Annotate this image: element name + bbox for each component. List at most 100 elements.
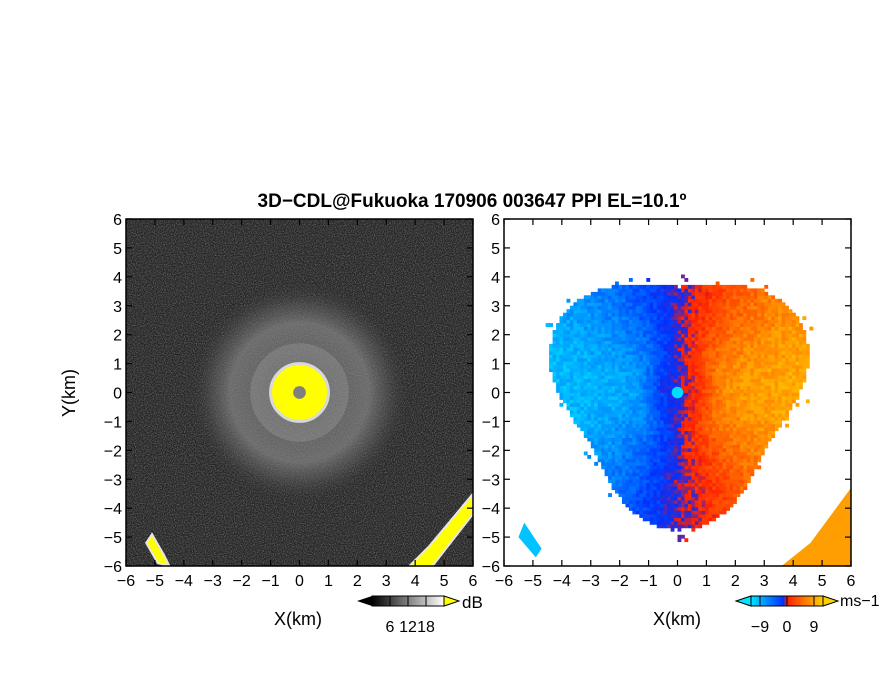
velocity-cell <box>712 482 717 487</box>
velocity-cell <box>622 382 626 386</box>
velocity-cell <box>639 444 644 449</box>
velocity-cell <box>667 319 671 324</box>
velocity-cell <box>622 309 626 314</box>
velocity-cell <box>653 479 658 484</box>
velocity-cell <box>615 319 619 324</box>
velocity-cell <box>708 291 713 296</box>
velocity-cell <box>663 309 668 314</box>
velocity-cell <box>642 330 647 334</box>
velocity-cell <box>740 486 744 491</box>
velocity-cell <box>660 444 665 449</box>
velocity-cell <box>597 458 602 463</box>
velocity-cell <box>601 389 606 393</box>
velocity-cell <box>750 278 755 282</box>
velocity-cell <box>573 316 578 321</box>
velocity-cell <box>590 343 595 348</box>
velocity-cell <box>733 465 737 470</box>
velocity-cell <box>639 288 644 293</box>
velocity-cell <box>705 496 710 501</box>
velocity-cell <box>674 441 678 445</box>
velocity-cell <box>788 368 793 373</box>
velocity-cell <box>726 361 730 366</box>
velocity-cell <box>726 434 730 438</box>
velocity-cell <box>552 378 557 383</box>
velocity-cell <box>549 357 553 362</box>
velocity-cell <box>746 326 751 331</box>
velocity-cell <box>736 475 741 480</box>
velocity-cell <box>587 437 592 442</box>
velocity-cell <box>628 465 633 470</box>
velocity-cell <box>594 375 599 379</box>
velocity-cell <box>753 375 758 379</box>
velocity-cell <box>601 350 606 355</box>
velocity-cell <box>694 423 699 428</box>
x-tick-label: 1 <box>324 573 333 590</box>
velocity-cell <box>656 472 661 477</box>
velocity-cell <box>594 343 599 348</box>
velocity-cell <box>660 437 665 442</box>
velocity-cell <box>604 330 609 334</box>
velocity-cell <box>667 316 671 321</box>
velocity-cell <box>757 350 762 355</box>
velocity-cell <box>608 330 612 334</box>
velocity-cell <box>667 420 671 425</box>
velocity-cell <box>670 479 675 484</box>
velocity-cell <box>694 298 699 303</box>
velocity-cell <box>795 357 800 362</box>
velocity-cell <box>642 305 647 310</box>
velocity-cell <box>705 472 710 477</box>
velocity-cell <box>670 524 675 529</box>
velocity-cell <box>656 392 661 397</box>
velocity-cell <box>660 458 665 463</box>
velocity-cell <box>774 396 779 400</box>
velocity-cell <box>632 455 637 459</box>
velocity-cell <box>687 312 692 317</box>
velocity-cell <box>611 406 616 411</box>
velocity-cell <box>805 399 810 404</box>
velocity-cell <box>580 312 585 317</box>
velocity-cell <box>722 354 727 359</box>
velocity-cell <box>573 385 578 390</box>
velocity-cell <box>719 493 723 497</box>
velocity-cell <box>597 437 602 442</box>
velocity-cell <box>653 305 658 310</box>
velocity-cell <box>733 364 737 369</box>
velocity-cell <box>715 378 720 383</box>
velocity-cell <box>594 305 599 310</box>
velocity-cell <box>792 357 796 362</box>
velocity-cell <box>701 375 706 379</box>
velocity-cell <box>719 375 723 379</box>
velocity-cell <box>615 461 619 466</box>
velocity-cell <box>708 333 713 338</box>
velocity-cell <box>677 482 682 487</box>
velocity-cell <box>750 316 755 321</box>
velocity-cell <box>778 420 782 425</box>
velocity-cell <box>674 330 678 334</box>
velocity-cell <box>740 371 744 376</box>
velocity-cell <box>729 486 734 491</box>
velocity-cell <box>757 423 762 428</box>
velocity-cell <box>660 479 665 484</box>
velocity-cell <box>677 361 682 366</box>
velocity-cell <box>611 416 616 421</box>
velocity-cell <box>656 434 661 438</box>
velocity-cell <box>604 413 609 418</box>
velocity-cell <box>663 413 668 418</box>
velocity-cell <box>750 385 755 390</box>
velocity-cell <box>653 486 658 491</box>
velocity-cell <box>646 465 651 470</box>
velocity-cell <box>715 291 720 296</box>
velocity-cell <box>781 302 786 307</box>
velocity-cell <box>635 448 640 452</box>
velocity-cell <box>722 486 727 491</box>
velocity-cell <box>639 375 644 379</box>
velocity-cell <box>587 302 592 307</box>
velocity-cell <box>719 423 723 428</box>
velocity-cell <box>635 455 640 459</box>
velocity-cell <box>719 472 723 477</box>
velocity-cell <box>788 323 793 327</box>
velocity-cell <box>556 389 560 393</box>
velocity-cell <box>712 298 717 303</box>
velocity-cell <box>698 305 703 310</box>
velocity-cell <box>726 316 730 321</box>
